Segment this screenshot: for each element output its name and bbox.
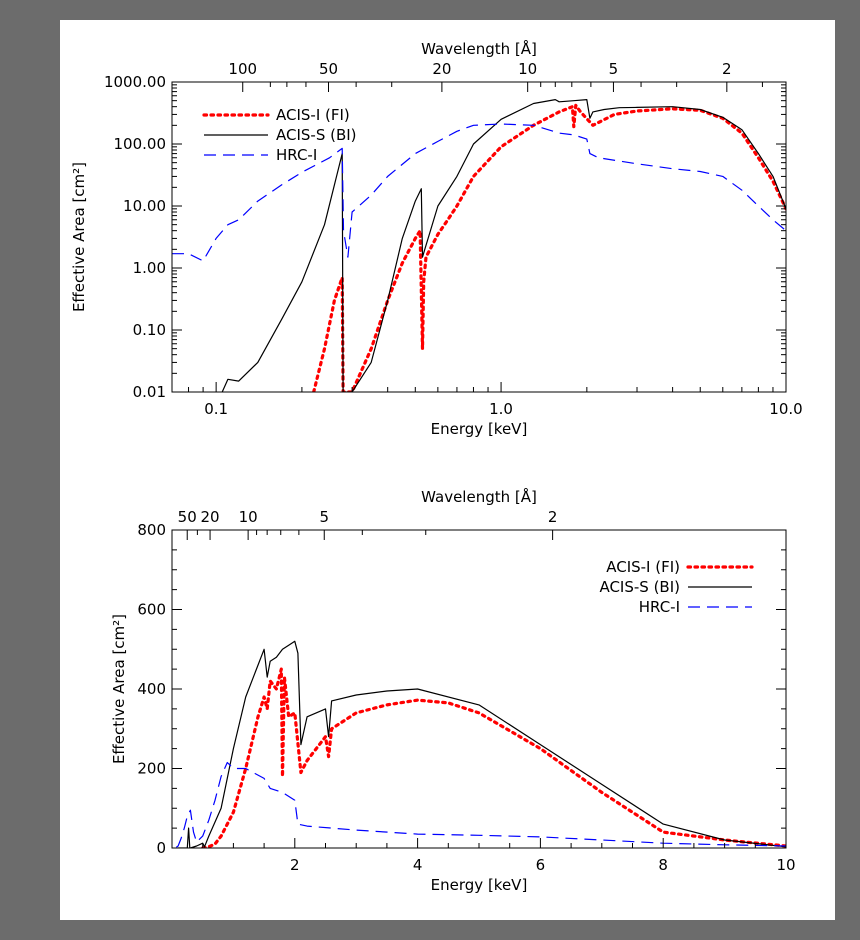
- y-tick-label: 200: [137, 760, 166, 778]
- legend-label: ACIS-S (BI): [599, 578, 680, 596]
- x-tick-label: 4: [413, 856, 423, 874]
- y-tick-label: 10.00: [123, 197, 166, 215]
- top-axis-label: Wavelength [Å]: [421, 39, 537, 58]
- top-tick-label: 5: [319, 508, 329, 526]
- series-line-acis-i-fi: [201, 667, 786, 848]
- plot-frame: [171, 81, 787, 393]
- x-tick-label: 0.1: [204, 400, 228, 418]
- x-axis-label: Energy [keV]: [431, 420, 528, 438]
- legend-label: HRC-I: [639, 598, 680, 616]
- y-axis-label: Effective Area [cm²]: [70, 162, 88, 312]
- series-line-hrc-i: [172, 123, 786, 262]
- x-tick-label: 2: [290, 856, 300, 874]
- top-tick-label: 20: [201, 508, 220, 526]
- y-tick-label: 800: [137, 521, 166, 539]
- series-line-hrc-i: [175, 761, 786, 848]
- y-tick-label: 1000.00: [104, 73, 166, 91]
- legend-label: ACIS-I (FI): [606, 558, 680, 576]
- top-tick-label: 50: [319, 60, 338, 78]
- legend-label: ACIS-I (FI): [276, 106, 350, 124]
- x-axis-label: Energy [keV]: [431, 876, 528, 894]
- top-tick-label: 2: [722, 60, 732, 78]
- legend-label: ACIS-S (BI): [276, 126, 357, 144]
- y-tick-label: 0.10: [133, 321, 166, 339]
- top-tick-label: 2: [548, 508, 558, 526]
- legend-label: HRC-I: [276, 146, 317, 164]
- top-tick-label: 10: [518, 60, 537, 78]
- top-tick-label: 100: [228, 60, 257, 78]
- x-tick-label: 10.0: [769, 400, 802, 418]
- y-tick-label: 0.01: [133, 383, 166, 401]
- figure-panel: [60, 20, 835, 920]
- top-tick-label: 50: [178, 508, 197, 526]
- series-line-acis-i-fi: [312, 103, 786, 392]
- top-tick-label: 5: [609, 60, 619, 78]
- x-tick-label: 6: [536, 856, 546, 874]
- y-tick-label: 1.00: [133, 259, 166, 277]
- y-tick-label: 100.00: [114, 135, 167, 153]
- x-tick-label: 10: [776, 856, 795, 874]
- top-tick-label: 10: [239, 508, 258, 526]
- y-tick-label: 0: [156, 839, 166, 857]
- top-tick-label: 20: [432, 60, 451, 78]
- y-axis-label: Effective Area [cm²]: [110, 614, 128, 764]
- top-axis-label: Wavelength [Å]: [421, 487, 537, 506]
- x-tick-label: 1.0: [489, 400, 513, 418]
- series-line-acis-s-bi: [178, 640, 786, 848]
- y-tick-label: 400: [137, 680, 166, 698]
- series-line-acis-s-bi: [221, 99, 786, 392]
- y-tick-label: 600: [137, 601, 166, 619]
- x-tick-label: 8: [658, 856, 668, 874]
